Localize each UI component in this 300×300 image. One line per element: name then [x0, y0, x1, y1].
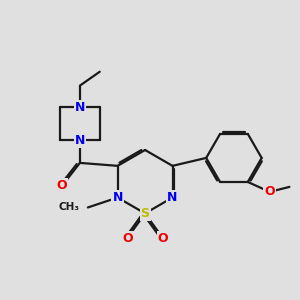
Text: O: O [57, 179, 68, 192]
Text: N: N [75, 101, 85, 114]
Text: CH₃: CH₃ [59, 202, 80, 212]
Text: O: O [264, 185, 275, 198]
Text: O: O [122, 232, 133, 245]
Text: N: N [112, 191, 123, 204]
Text: N: N [75, 134, 85, 147]
Text: S: S [140, 207, 149, 220]
Text: O: O [158, 232, 168, 245]
Text: N: N [167, 191, 178, 204]
